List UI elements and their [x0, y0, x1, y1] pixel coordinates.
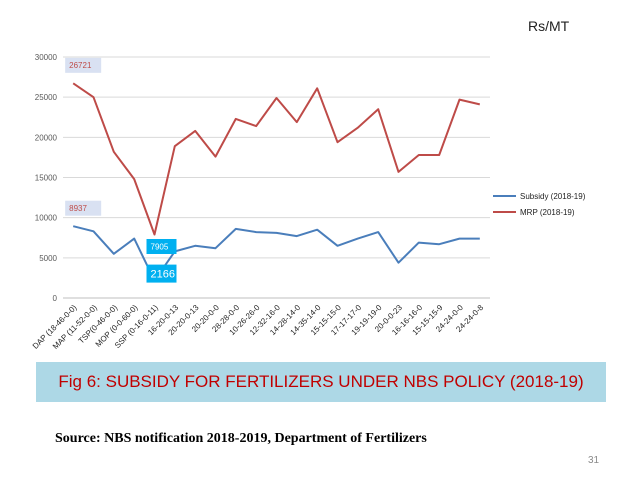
- y-tick-label: 0: [53, 294, 58, 303]
- unit-label: Rs/MT: [528, 18, 570, 34]
- gridlines: [63, 56, 490, 299]
- callout-box: [65, 200, 102, 216]
- figure-caption-band: Fig 6: SUBSIDY FOR FERTILIZERS UNDER NBS…: [36, 362, 606, 402]
- source-note: Source: NBS notification 2018-2019, Depa…: [55, 431, 427, 446]
- series-line-mrp: [72, 82, 481, 236]
- callout-label: 2166: [151, 268, 175, 280]
- legend-label: Subsidy (2018-19): [520, 192, 586, 201]
- callout-box: [146, 238, 177, 254]
- legend-label: MRP (2018-19): [520, 208, 575, 217]
- x-axis-ticks: DAP (18-46-0-0)MAP (11-52-0-0)TSP(0-46-0…: [31, 303, 486, 351]
- y-tick-label: 5000: [39, 254, 57, 263]
- callout-label: 8937: [69, 204, 87, 213]
- page-number: 31: [588, 455, 600, 466]
- y-tick-label: 25000: [35, 93, 58, 102]
- legend: Subsidy (2018-19) MRP (2018-19): [493, 192, 586, 217]
- y-tick-label: 30000: [35, 53, 58, 62]
- y-tick-label: 10000: [35, 214, 58, 223]
- y-tick-label: 15000: [35, 174, 58, 183]
- data-callouts: 26721 8937 7905 2166: [65, 57, 177, 283]
- callout-box: [65, 57, 102, 73]
- figure-caption: Fig 6: SUBSIDY FOR FERTILIZERS UNDER NBS…: [58, 372, 584, 391]
- callout-box: [146, 264, 177, 283]
- y-tick-label: 20000: [35, 133, 58, 142]
- callout-label: 26721: [69, 61, 92, 70]
- series-lines: [72, 82, 481, 282]
- series-line-subsidy: [72, 225, 480, 282]
- callout-label: 7905: [151, 242, 169, 251]
- y-axis-ticks: 0 5000 10000 15000 20000 25000 30000: [35, 53, 58, 303]
